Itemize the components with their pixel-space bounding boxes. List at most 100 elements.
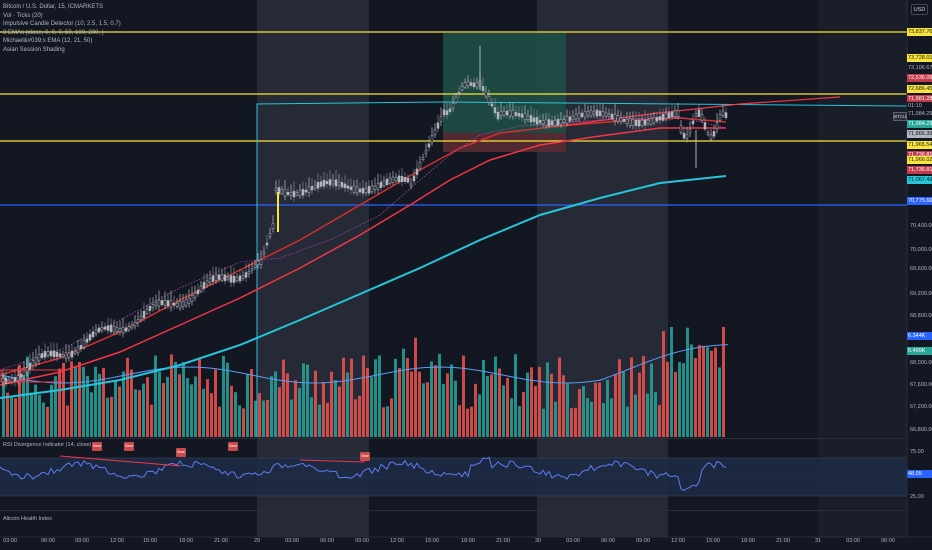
price-tag: 48.05 xyxy=(907,470,932,478)
volume-bar xyxy=(278,387,281,437)
candle-body xyxy=(607,113,611,117)
candle-body xyxy=(256,260,260,265)
volume-bar xyxy=(482,359,485,437)
volume-bar xyxy=(598,382,601,437)
candle-body xyxy=(88,334,92,341)
price-tag: 73,106.67 xyxy=(907,64,932,72)
time-axis-label: 03:00 xyxy=(285,538,299,544)
candle-body xyxy=(406,177,410,183)
volume-bar xyxy=(18,364,21,437)
volume-bar xyxy=(138,390,141,437)
volume-bar xyxy=(30,392,33,437)
volume-bar xyxy=(122,371,125,437)
candle-body xyxy=(283,189,287,197)
candle-body xyxy=(34,356,38,364)
altcoin-pane-title[interactable]: Altcoin Health Index xyxy=(3,516,52,522)
volume-bar xyxy=(202,388,205,437)
candle-body xyxy=(715,122,719,130)
candle-body xyxy=(706,132,710,136)
volume-bar xyxy=(6,392,9,437)
volume-bar xyxy=(74,366,77,437)
pane-divider-rsi[interactable] xyxy=(0,438,907,439)
price-tag: 71,866.39 xyxy=(907,130,932,138)
legend-item-impulsive[interactable]: Impulsive Candle Detector (10, 2.5, 1.5,… xyxy=(3,21,121,28)
candle-body xyxy=(511,110,515,117)
volume-bar xyxy=(390,398,393,437)
candle-body xyxy=(559,119,563,125)
volume-bar xyxy=(206,379,209,437)
price-tag: 70,775.66 xyxy=(907,197,932,205)
ema-100-line xyxy=(0,127,726,386)
rsi-line xyxy=(0,456,727,491)
volume-bar xyxy=(622,371,625,437)
candle-body xyxy=(310,186,314,191)
candle-body xyxy=(169,300,173,308)
candle-body xyxy=(565,116,569,124)
candle-body xyxy=(670,111,674,117)
legend-item-3emas[interactable]: 3 EMAs (close, 0, 0, 0, 50, 100, 200, ) xyxy=(3,29,104,36)
volume-bar xyxy=(506,377,509,437)
candle-body xyxy=(667,112,671,118)
currency-button[interactable]: USD xyxy=(911,4,928,15)
price-axis-label: 67,600.00 xyxy=(910,382,932,388)
symbol-title[interactable]: Bitcoin / U.S. Dollar, 15, ICMARKETS xyxy=(3,4,104,10)
volume-bar xyxy=(610,398,613,437)
volume-bar xyxy=(106,397,109,437)
volume-bar xyxy=(350,358,353,437)
candle-body xyxy=(400,175,404,183)
time-axis-label: 15:00 xyxy=(425,538,439,544)
candle-body xyxy=(562,119,566,123)
candle-body xyxy=(76,346,80,354)
candle-body xyxy=(661,113,665,121)
time-axis-label: 21:00 xyxy=(496,538,510,544)
volume-bar xyxy=(218,406,221,437)
candle-body xyxy=(412,175,416,182)
candle-body xyxy=(316,182,320,189)
price-tag: 71,736.81 xyxy=(907,151,932,159)
legend-item-asian-session[interactable]: Asian Session Shading xyxy=(3,46,65,53)
candle-body xyxy=(376,183,380,190)
volume-bar xyxy=(282,359,285,437)
volume-bar xyxy=(214,369,217,437)
volume-bar xyxy=(414,337,417,437)
time-axis-label: 18:00 xyxy=(741,538,755,544)
candle-body xyxy=(4,377,8,385)
legend-item-michaels-ema[interactable]: Michael&#039;s EMA (12, 21, 50) xyxy=(3,38,93,45)
candle-body xyxy=(421,157,425,161)
volume-bar xyxy=(714,347,717,437)
volume-bar xyxy=(658,405,661,437)
volume-bar xyxy=(410,371,413,437)
candle-body xyxy=(268,233,272,237)
volume-bar xyxy=(62,362,65,437)
candle-body xyxy=(49,350,53,357)
volume-bar xyxy=(678,362,681,437)
candle-body xyxy=(307,186,311,193)
candle-body xyxy=(115,327,119,332)
candle-body xyxy=(718,114,722,121)
bear-divergence-label: Bear xyxy=(360,452,370,461)
rsi-pane-title[interactable]: RSI Divergence Indicator (14, close) xyxy=(3,442,92,448)
legend-item-volume[interactable]: Vol · Ticks (20) xyxy=(3,12,43,19)
candle-body xyxy=(532,117,536,123)
volume-bar xyxy=(470,406,473,437)
candle-body xyxy=(178,300,182,309)
volume-bar xyxy=(290,399,293,437)
volume-bar xyxy=(246,374,249,437)
volume-bar xyxy=(590,401,593,437)
candle-body xyxy=(595,109,599,117)
price-tag: 73,837.76 xyxy=(907,28,932,36)
candle-body xyxy=(442,109,446,116)
candle-body xyxy=(694,113,698,117)
zone-box xyxy=(0,369,64,383)
pane-divider-altcoin[interactable] xyxy=(0,510,907,511)
candle-body xyxy=(721,110,725,116)
candle-body xyxy=(262,251,266,255)
candle-body xyxy=(148,306,152,311)
candle-body xyxy=(214,274,218,281)
candle-body xyxy=(139,315,143,320)
volume-bar xyxy=(326,402,329,437)
volume-bar xyxy=(150,404,153,437)
candle-body xyxy=(493,107,497,114)
